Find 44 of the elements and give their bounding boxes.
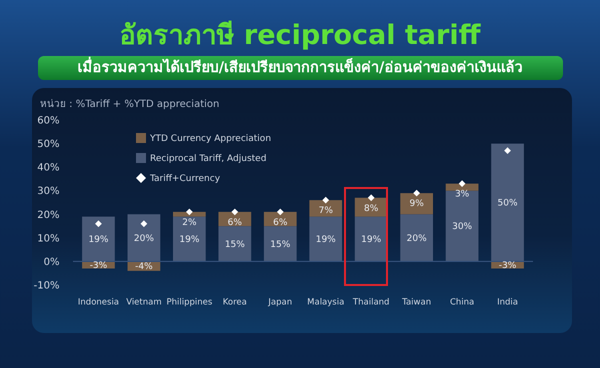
data-label: 6% (273, 218, 288, 228)
x-tick-label: Vietnam (126, 298, 162, 308)
data-label: 50% (498, 198, 518, 208)
x-tick-label: Philippines (166, 298, 213, 308)
data-label: 20% (406, 234, 428, 244)
y-tick-label: 10% (37, 233, 60, 244)
x-tick-label: Taiwan (401, 298, 432, 308)
data-label: 20% (134, 234, 154, 244)
chart-title: อัตราภาษี reciprocal tariff (118, 20, 482, 52)
data-label: 9% (409, 199, 424, 210)
data-label: 19% (88, 235, 109, 246)
legend-label: YTD Currency Appreciation (149, 134, 272, 144)
data-label: 15% (270, 240, 291, 250)
x-tick-label: Korea (222, 298, 247, 308)
data-label: 15% (224, 240, 246, 250)
x-tick-label: Thailand (352, 298, 390, 308)
data-label: 7% (318, 206, 334, 216)
y-tick-label: 20% (37, 210, 60, 221)
x-tick-label: India (497, 298, 518, 308)
data-label: 2% (182, 218, 197, 228)
y-tick-label: 40% (37, 162, 60, 174)
y-tick-label: 60% (37, 116, 60, 126)
y-tick-label: -10% (34, 280, 60, 292)
data-label: -4% (135, 262, 154, 272)
data-label: -3% (498, 260, 517, 271)
x-tick-label: Japan (267, 298, 292, 308)
legend-label: Reciprocal Tariff, Adjusted (150, 154, 266, 164)
data-label: 19% (316, 235, 336, 246)
chart-subtitle: เมื่อรวมความได้เปรียบ/เสียเปรียบจากการแข็งค่า/อ่อนค่าของค่าเงินแล้ว (38, 56, 562, 80)
data-label: 8% (364, 204, 379, 214)
y-tick-label: 0% (44, 256, 60, 268)
data-label: 19% (179, 235, 200, 246)
data-label: 3% (454, 190, 470, 200)
x-tick-label: China (450, 298, 474, 308)
data-label: -3% (90, 260, 108, 271)
x-tick-label: Malaysia (307, 298, 344, 308)
data-label: 30% (452, 222, 473, 232)
legend-label: Tariff+Currency (149, 174, 221, 184)
data-label: 6% (228, 218, 242, 228)
data-label: 19% (361, 235, 382, 246)
y-axis-title: หน่วย : %Tariff + %YTD appreciation (40, 98, 220, 111)
y-tick-label: 30% (37, 186, 60, 198)
y-tick-label: 50% (37, 139, 60, 150)
x-tick-label: Indonesia (78, 298, 120, 308)
